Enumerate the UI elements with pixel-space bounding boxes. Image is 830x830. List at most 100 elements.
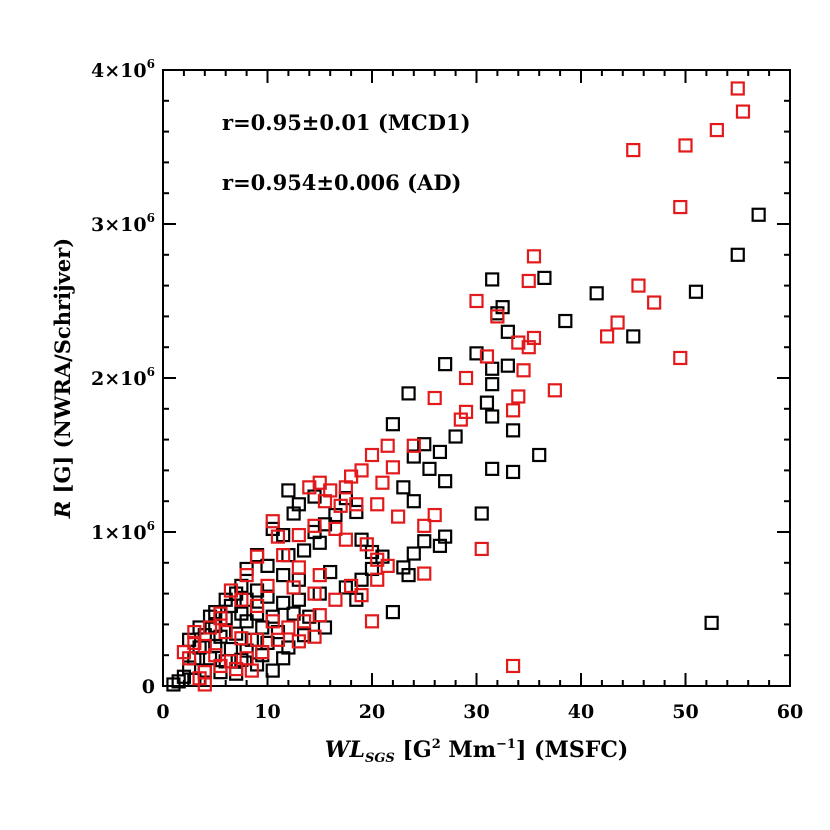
axis-ticks xyxy=(162,69,791,687)
data-point-red xyxy=(427,390,442,406)
data-point-red xyxy=(187,635,202,650)
data-point-black xyxy=(406,449,421,464)
data-point-red xyxy=(516,363,531,378)
data-point-red xyxy=(307,629,322,644)
data-point-black xyxy=(276,568,291,583)
data-point-black xyxy=(260,558,275,573)
data-point-black xyxy=(474,506,489,521)
x-axis-label: WLSGS [G2 Mm−1] (MSFC) xyxy=(325,737,629,766)
data-point-red xyxy=(286,580,301,595)
data-point-black xyxy=(688,284,704,299)
data-point-red xyxy=(730,81,745,96)
data-point-red xyxy=(281,620,296,635)
data-point-black xyxy=(432,538,448,553)
data-point-red xyxy=(218,624,233,640)
data-point-black xyxy=(479,395,495,410)
data-point-red xyxy=(265,514,280,529)
data-point-black xyxy=(626,329,641,344)
data-point-black xyxy=(406,546,421,561)
data-point-red xyxy=(505,403,521,418)
data-point-red xyxy=(647,295,662,310)
data-point-red xyxy=(380,558,395,573)
data-point-black xyxy=(485,461,500,476)
data-point-red xyxy=(244,663,259,678)
data-point-red xyxy=(427,507,442,523)
data-point-black xyxy=(317,517,333,532)
data-point-red xyxy=(453,412,468,427)
data-point-red xyxy=(673,350,688,366)
data-point-black xyxy=(166,677,181,692)
data-point-red xyxy=(328,521,343,537)
data-point-black xyxy=(291,592,306,607)
annotation-mcd1: r=0.95±0.01 (MCD1) xyxy=(222,110,471,135)
data-point-black xyxy=(406,494,421,509)
data-point-red xyxy=(234,631,249,646)
data-point-red xyxy=(391,509,406,524)
data-point-red xyxy=(302,480,317,495)
data-point-red xyxy=(610,315,625,330)
data-point-red xyxy=(197,677,212,692)
data-point-black xyxy=(276,595,291,610)
data-point-black xyxy=(249,583,265,598)
data-point-red xyxy=(213,611,228,626)
data-point-red xyxy=(255,645,270,660)
data-point-red xyxy=(380,438,395,453)
data-point-red xyxy=(249,549,265,564)
data-point-red xyxy=(479,349,495,364)
x-tick-labels: 0 10 20 30 40 50 60 xyxy=(156,701,803,723)
data-point-red xyxy=(600,329,615,344)
data-point-red xyxy=(307,586,322,601)
data-point-red xyxy=(526,249,542,264)
data-point-red xyxy=(202,620,218,635)
data-point-black xyxy=(417,437,432,452)
data-point-black xyxy=(589,286,604,301)
data-point-black xyxy=(505,423,521,438)
data-point-black xyxy=(704,615,719,630)
data-point-black xyxy=(349,504,364,520)
data-point-red xyxy=(521,273,536,289)
data-point-red xyxy=(249,598,265,614)
data-point-black xyxy=(312,535,327,550)
x-tick-label: 20 xyxy=(359,701,385,723)
data-point-red xyxy=(197,638,212,654)
data-point-red xyxy=(505,658,521,674)
data-point-red xyxy=(291,527,306,543)
data-point-red xyxy=(223,583,239,598)
data-point-red xyxy=(291,634,306,649)
data-point-red xyxy=(229,661,244,677)
data-point-red xyxy=(678,138,693,153)
data-point-red xyxy=(239,568,254,583)
data-point-red xyxy=(370,572,385,587)
data-point-red xyxy=(735,104,751,119)
data-point-black xyxy=(323,564,338,580)
annotation-ad: r=0.954±0.006 (AD) xyxy=(222,170,461,195)
data-point-red xyxy=(270,632,286,647)
x-tick-label: 30 xyxy=(463,701,489,723)
data-point-black xyxy=(469,346,484,361)
data-point-red xyxy=(511,389,526,404)
data-point-red xyxy=(469,293,484,309)
data-point-red xyxy=(349,497,364,512)
data-point-black xyxy=(485,272,500,287)
x-tick-label: 0 xyxy=(156,701,169,723)
data-point-black xyxy=(751,207,766,222)
y-axis-label: R [G] (NWRA/Schrijver) xyxy=(50,238,75,519)
data-point-red xyxy=(370,497,385,512)
data-point-red xyxy=(547,383,562,398)
data-point-red xyxy=(474,541,489,557)
x-tick-label: 50 xyxy=(672,701,698,723)
data-point-black xyxy=(448,429,463,444)
y-tick-label: 4×106 xyxy=(91,57,155,82)
data-point-red xyxy=(176,645,191,660)
data-point-red xyxy=(213,658,228,674)
series-black-points xyxy=(166,207,766,692)
data-point-red xyxy=(354,588,369,603)
data-point-red xyxy=(364,614,380,629)
data-point-black xyxy=(438,357,453,372)
data-point-black xyxy=(396,560,411,575)
data-point-red xyxy=(328,592,343,607)
data-point-red xyxy=(338,532,353,547)
data-point-black xyxy=(422,461,437,476)
data-point-red xyxy=(333,498,348,513)
data-point-red xyxy=(260,578,275,594)
